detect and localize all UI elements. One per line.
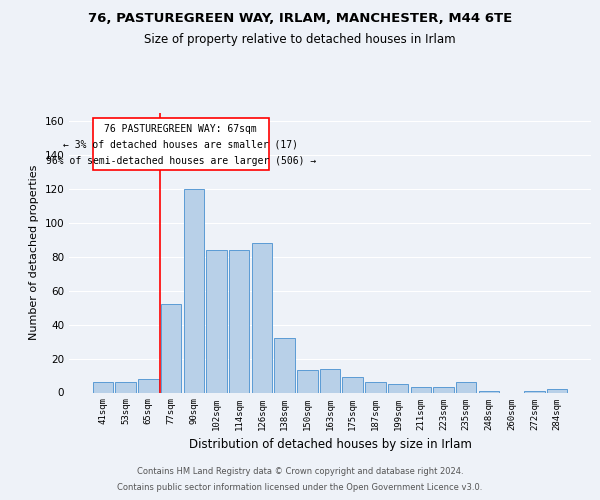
Bar xyxy=(206,250,227,392)
Bar xyxy=(388,384,409,392)
Bar xyxy=(229,250,250,392)
Text: 76 PASTUREGREEN WAY: 67sqm: 76 PASTUREGREEN WAY: 67sqm xyxy=(104,124,257,134)
Text: Contains public sector information licensed under the Open Government Licence v3: Contains public sector information licen… xyxy=(118,483,482,492)
Bar xyxy=(320,368,340,392)
FancyBboxPatch shape xyxy=(93,118,269,170)
Bar xyxy=(297,370,317,392)
Bar xyxy=(93,382,113,392)
Bar xyxy=(524,391,545,392)
Y-axis label: Number of detached properties: Number of detached properties xyxy=(29,165,39,340)
Text: Size of property relative to detached houses in Irlam: Size of property relative to detached ho… xyxy=(144,32,456,46)
Text: ← 3% of detached houses are smaller (17): ← 3% of detached houses are smaller (17) xyxy=(63,140,298,150)
Bar xyxy=(138,379,158,392)
Text: 76, PASTUREGREEN WAY, IRLAM, MANCHESTER, M44 6TE: 76, PASTUREGREEN WAY, IRLAM, MANCHESTER,… xyxy=(88,12,512,26)
Bar xyxy=(547,389,567,392)
Text: Contains HM Land Registry data © Crown copyright and database right 2024.: Contains HM Land Registry data © Crown c… xyxy=(137,467,463,476)
Bar xyxy=(433,388,454,392)
Bar xyxy=(161,304,181,392)
Bar xyxy=(410,388,431,392)
Bar xyxy=(343,377,363,392)
Bar xyxy=(274,338,295,392)
Bar xyxy=(115,382,136,392)
X-axis label: Distribution of detached houses by size in Irlam: Distribution of detached houses by size … xyxy=(188,438,472,451)
Bar xyxy=(251,243,272,392)
Bar xyxy=(479,391,499,392)
Text: 96% of semi-detached houses are larger (506) →: 96% of semi-detached houses are larger (… xyxy=(46,156,316,166)
Bar xyxy=(456,382,476,392)
Bar xyxy=(184,189,204,392)
Bar xyxy=(365,382,386,392)
